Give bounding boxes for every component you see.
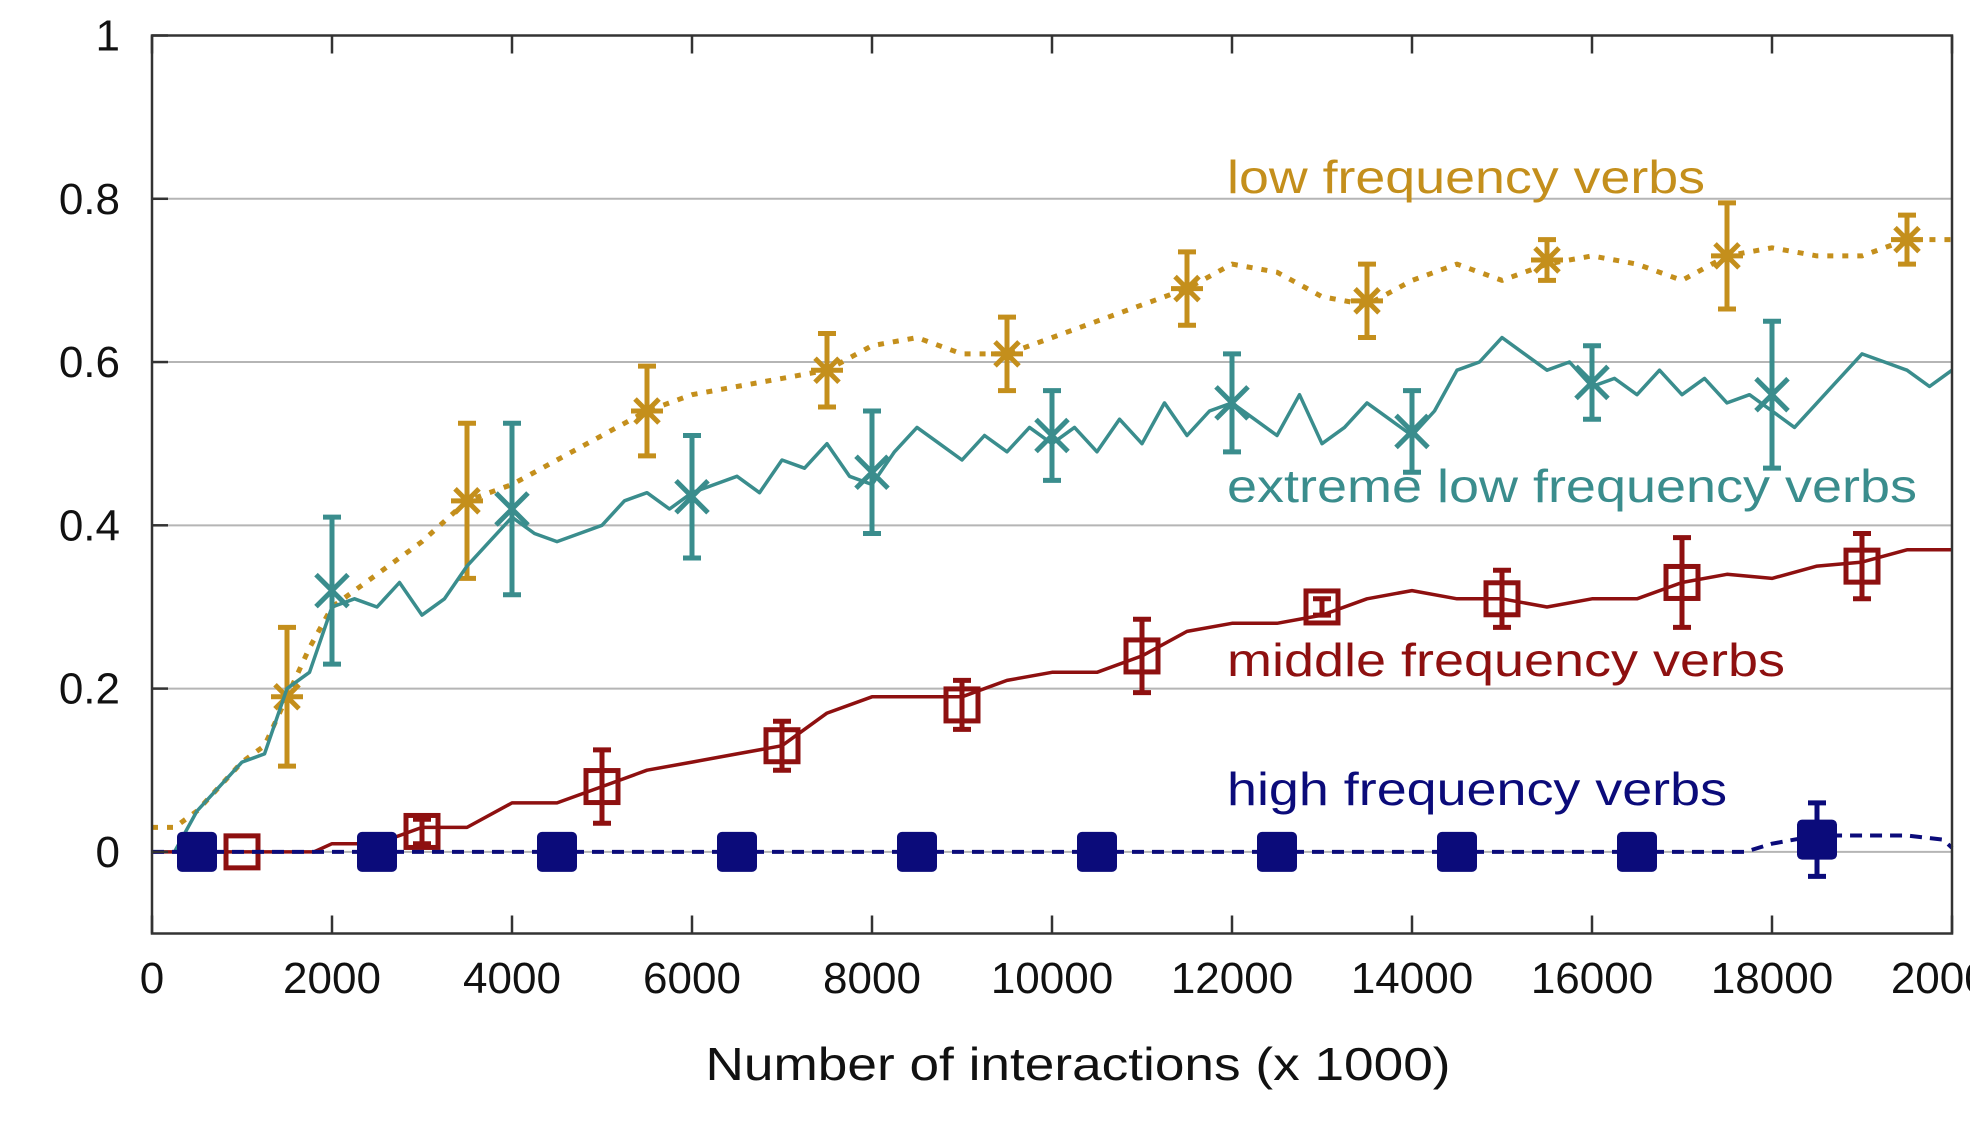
data-point-x (1754, 376, 1790, 413)
data-point-square (1843, 547, 1881, 585)
data-point-filled-square (897, 831, 937, 872)
data-point-square (403, 812, 441, 850)
data-point-square (583, 768, 621, 806)
data-point-asterisk (271, 680, 303, 713)
error-bar (593, 747, 611, 826)
series-line (152, 237, 1952, 830)
data-point-asterisk (1711, 239, 1743, 272)
x-tick-label: 8000 (823, 954, 921, 1003)
x-tick-label: 20000 (1891, 954, 1970, 1003)
error-bar (1313, 596, 1331, 618)
x-tick-label: 14000 (1351, 954, 1473, 1003)
data-point-x (1034, 417, 1070, 454)
label-extreme-low-frequency-verbs: extreme low frequency verbs (1227, 460, 1917, 512)
data-point-x (1214, 385, 1250, 421)
data-point-asterisk (1351, 284, 1383, 317)
series-line (172, 335, 1954, 853)
series-middle-frequency-verbs (152, 530, 1952, 871)
x-tick-label: 0 (140, 954, 164, 1003)
data-point-filled-square (537, 831, 577, 872)
series-low-frequency-verbs (152, 200, 1952, 830)
error-bar (1673, 535, 1691, 630)
data-point-asterisk (991, 337, 1023, 370)
data-point-x (314, 572, 350, 609)
label-middle-frequency-verbs: middle frequency verbs (1227, 634, 1785, 686)
data-point-x (494, 491, 530, 527)
gridlines (152, 197, 1952, 853)
data-point-square (1483, 580, 1521, 618)
x-tick-label: 12000 (1171, 954, 1293, 1003)
y-tick-label: 0.6 (59, 338, 120, 387)
axis-ticks: 0 0.2 0.4 0.6 0.8 1 0 2000 4000 6000 8000 10000 1200… (59, 12, 1970, 1004)
data-point-filled-square (177, 831, 217, 872)
data-point-square (943, 686, 981, 724)
data-point-filled-square (1077, 831, 1117, 872)
error-bar (1493, 567, 1511, 630)
y-tick-label: 0.8 (59, 175, 120, 224)
data-point-x (674, 478, 710, 515)
data-point-square (763, 727, 801, 765)
x-tick-label: 2000 (283, 954, 381, 1003)
label-high-frequency-verbs: high frequency verbs (1227, 763, 1727, 815)
label-low-frequency-verbs: low frequency verbs (1227, 151, 1705, 203)
series-layer (152, 200, 1954, 879)
data-point-asterisk (451, 484, 483, 517)
x-tick-label: 4000 (463, 954, 561, 1003)
y-tick-label: 1 (96, 12, 120, 61)
data-point-filled-square (1617, 831, 1657, 872)
data-point-square (1303, 588, 1341, 626)
x-tick-label: 6000 (643, 954, 741, 1003)
data-point-asterisk (1171, 272, 1203, 305)
series-high-frequency-verbs (152, 800, 1954, 879)
x-axis-label: Number of interactions (x 1000) (706, 1038, 1451, 1090)
error-bar (1133, 616, 1151, 696)
data-point-asterisk (1891, 223, 1923, 256)
data-point-asterisk (811, 354, 843, 387)
y-tick-label: 0.4 (59, 501, 120, 550)
data-point-filled-square (357, 831, 397, 872)
data-point-filled-square (1437, 831, 1477, 872)
x-tick-label: 10000 (991, 954, 1113, 1003)
series-labels: low frequency verbs extreme low frequenc… (1227, 151, 1917, 815)
data-point-square (1663, 563, 1701, 601)
data-point-x (1574, 364, 1610, 401)
data-point-filled-square (1797, 819, 1837, 860)
x-tick-label: 18000 (1711, 954, 1833, 1003)
series-line (152, 833, 1954, 854)
data-point-filled-square (1257, 831, 1297, 872)
data-point-asterisk (1531, 244, 1563, 276)
y-tick-label: 0 (96, 828, 120, 877)
x-tick-label: 16000 (1531, 954, 1653, 1003)
data-point-x (1394, 413, 1430, 450)
error-bar (1853, 530, 1871, 602)
data-point-x (854, 454, 890, 491)
data-point-asterisk (631, 395, 663, 428)
data-point-square (1123, 637, 1161, 675)
y-tick-label: 0.2 (59, 665, 120, 714)
data-point-filled-square (717, 831, 757, 872)
error-bar (413, 816, 431, 847)
series-extreme-low-frequency-verbs (172, 318, 1954, 853)
